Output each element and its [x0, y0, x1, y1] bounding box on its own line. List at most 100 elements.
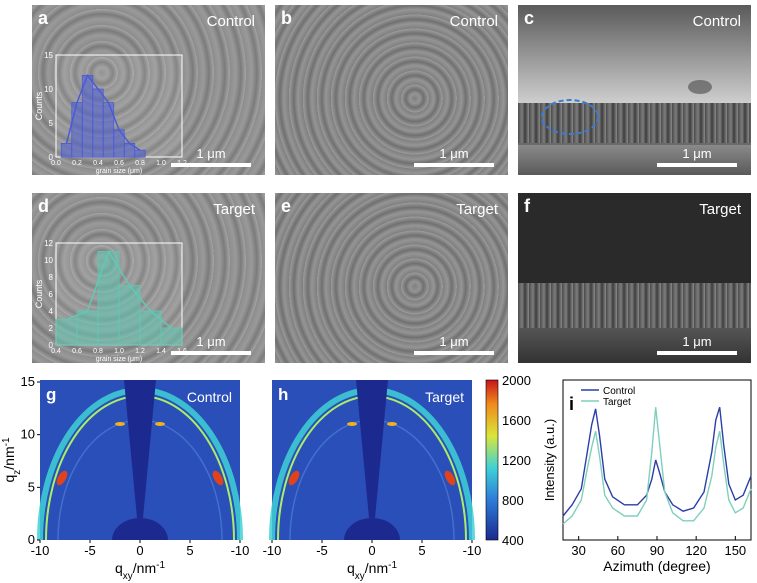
x-axis-label: qxy/nm-1: [115, 560, 165, 582]
scale-text: 1 μm: [196, 146, 226, 161]
condition-label: Target: [425, 389, 464, 405]
x-tick-label: 1.6: [177, 348, 187, 355]
x-tick-label: 1.2: [135, 348, 145, 355]
missing-wedge: [124, 380, 156, 518]
x-tick-label: 1.0: [156, 160, 166, 167]
hist-bar: [55, 319, 78, 346]
sem-panel-a: a Control 1 μm 0.0 0.2 0.4 0.6 0.8 1.0 1.2 0 5 10…: [32, 5, 265, 175]
x-tick-label: -10: [31, 543, 50, 558]
colorbar-tick-label: 800: [502, 493, 524, 508]
hot-spot: [115, 422, 125, 426]
panel-label: b: [281, 8, 292, 28]
scale-text: 1 μm: [682, 146, 712, 161]
beamstop: [112, 518, 168, 540]
x-tick-label: -5: [84, 543, 96, 558]
hot-spot: [212, 470, 224, 486]
y-axis-label: Counts: [34, 91, 44, 120]
x-tick-label: 1.2: [177, 160, 187, 167]
hist-bar: [71, 102, 83, 158]
y-tick-label: 10: [21, 427, 35, 442]
azimuth-plot: 30 60 90 120 150 Azimuth (degree) Intensity (a…: [542, 379, 752, 574]
x-tick-label: 120: [685, 543, 707, 558]
y-tick-label: 0: [49, 341, 54, 350]
y-tick-label: 10: [44, 85, 53, 94]
panel-label: i: [569, 394, 574, 414]
highlight-ellipse: [541, 80, 712, 135]
y-tick-label: 6: [49, 290, 54, 299]
hot-spot: [347, 422, 357, 426]
histogram-d: 0.4 0.6 0.8 1.0 1.2 1.4 1.6 0 2 4 6 8 10 12 grain size…: [34, 239, 187, 363]
hist-bar: [76, 310, 99, 346]
colorbar-tick-label: 400: [502, 533, 524, 548]
y-tick-label: 0: [49, 153, 54, 162]
x-tick-label: 1.0: [114, 348, 124, 355]
x-tick-label: -10: [263, 543, 282, 558]
condition-label: Target: [699, 201, 741, 218]
y-tick-label: 4: [49, 307, 54, 316]
hist-bar: [92, 88, 104, 158]
hist-bar: [134, 149, 146, 158]
hist-curve: [65, 73, 141, 151]
panel-label: a: [38, 8, 49, 28]
condition-label: Control: [692, 13, 741, 30]
x-tick-label: 1.4: [156, 348, 166, 355]
hist-bar: [160, 327, 183, 346]
series-line-control: [562, 406, 752, 517]
x-axis-label: Azimuth (degree): [603, 558, 710, 574]
x-axis-label: grain size (μm): [96, 168, 142, 175]
giwaxs-map-h: h Target -10 -5 0 5 -10 qxy/nm-1: [263, 380, 481, 582]
y-tick-label: 5: [49, 119, 54, 128]
x-axis-label: grain size (μm): [96, 356, 142, 363]
legend-label: Target: [603, 397, 631, 408]
x-tick-label: 150: [724, 543, 746, 558]
hot-spot: [155, 422, 165, 426]
x-tick-label: 5: [418, 543, 425, 558]
x-tick-label: 30: [571, 543, 585, 558]
colorbar-tick-label: 2000: [502, 373, 531, 388]
legend-label: Control: [603, 386, 635, 397]
colorbar-tick-label: 1200: [502, 453, 531, 468]
x-tick-label: 0.6: [72, 348, 82, 355]
y-tick-label: 15: [21, 374, 35, 389]
panel-label: g: [46, 385, 56, 404]
condition-label: Control: [187, 389, 232, 405]
y-tick-label: 5: [28, 479, 35, 494]
sem-panel-c: c Control 1 μm: [518, 5, 751, 175]
x-tick-label: 0.0: [51, 160, 61, 167]
x-tick-label: 0.4: [93, 160, 103, 167]
series-line-target: [562, 407, 752, 525]
giwaxs-figure: g Control-10 -5 0 5 -10qxy/nm-1051015qz/nm-1 …: [1, 373, 752, 582]
x-tick-label: 0.6: [114, 160, 124, 167]
x-axis-label: qxy/nm-1: [347, 560, 397, 582]
x-tick-label: 60: [611, 543, 625, 558]
sem-panel-e: e Target 1 μm: [275, 193, 508, 363]
y-tick-label: 0: [28, 532, 35, 547]
x-tick-label: 0: [136, 543, 143, 558]
hot-spot: [387, 422, 397, 426]
scale-text: 1 μm: [439, 146, 469, 161]
x-tick-label: 0.8: [135, 160, 145, 167]
beamstop: [344, 518, 400, 540]
scale-bar: 1 μm: [414, 146, 494, 167]
y-tick-label: 8: [49, 273, 54, 282]
condition-label: Target: [456, 201, 498, 218]
scale-text: 1 μm: [682, 334, 712, 349]
sem-panel-d: d Target 1 μm 0.4 0.6 0.8 1.0 1.2 1.4 1.6 0 2 4 6 8…: [32, 193, 265, 363]
scale-text: 1 μm: [439, 334, 469, 349]
y-axis-label: qz/nm-1: [1, 437, 23, 482]
x-tick-label: -10: [231, 543, 250, 558]
x-tick-label: 0: [368, 543, 375, 558]
sem-panel-f: f Target 1 μm: [518, 193, 751, 363]
x-tick-label: 90: [650, 543, 664, 558]
hot-spot: [288, 470, 300, 486]
panel-label: f: [524, 196, 530, 216]
y-tick-label: 2: [49, 324, 54, 333]
y-tick-label: 12: [44, 239, 53, 248]
x-tick-label: 0.4: [51, 348, 61, 355]
hot-spot: [444, 470, 456, 486]
condition-label: Target: [213, 201, 255, 218]
x-tick-label: -5: [316, 543, 328, 558]
colorbar-tick-label: 1600: [502, 413, 531, 428]
hist-bar: [97, 251, 120, 346]
hist-bar: [81, 75, 94, 158]
